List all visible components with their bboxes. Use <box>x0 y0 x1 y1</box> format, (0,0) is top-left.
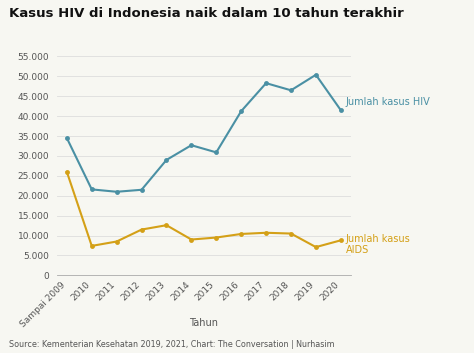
Text: Kasus HIV di Indonesia naik dalam 10 tahun terakhir: Kasus HIV di Indonesia naik dalam 10 tah… <box>9 7 404 20</box>
Text: Source: Kementerian Kesehatan 2019, 2021, Chart: The Conversation | Nurhasim: Source: Kementerian Kesehatan 2019, 2021… <box>9 341 335 349</box>
Text: Jumlah kasus
AIDS: Jumlah kasus AIDS <box>346 233 410 255</box>
Text: Tahun: Tahun <box>189 318 219 328</box>
Text: Jumlah kasus HIV: Jumlah kasus HIV <box>346 97 430 107</box>
